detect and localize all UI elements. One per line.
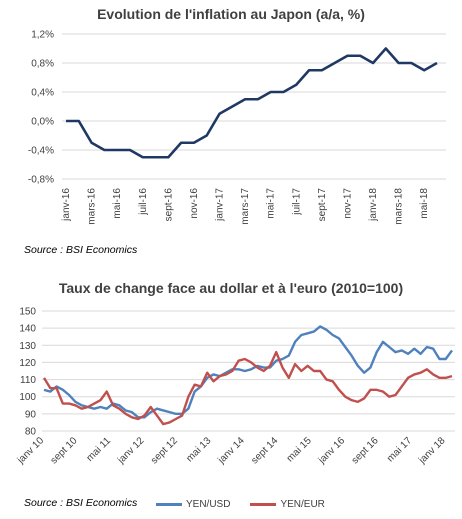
legend-swatch-eur — [250, 503, 277, 506]
x-tick-label: mai-16 — [112, 188, 123, 219]
x-tick-label: sept-17 — [317, 188, 328, 222]
exchange-rate-chart-title: Taux de change face au dollar et à l'eur… — [58, 280, 404, 296]
x-tick-label: mars-16 — [87, 188, 98, 225]
y-tick-label: 150 — [19, 307, 36, 318]
x-tick-label: janv 12 — [115, 435, 147, 467]
y-tick-label: 0,8% — [31, 59, 54, 70]
y-tick-label: 120 — [19, 358, 36, 369]
exchange-rate-legend: YEN/USD YEN/EUR — [156, 499, 325, 510]
y-tick-label: 90 — [25, 409, 37, 420]
x-tick-label: nov-17 — [342, 188, 353, 219]
x-tick-label: janv 10 — [15, 435, 47, 467]
x-tick-label: sept-16 — [163, 188, 174, 222]
x-tick-label: mars-17 — [240, 188, 251, 225]
x-tick-label: mars-18 — [394, 188, 405, 225]
y-tick-label: -0,8% — [28, 175, 54, 186]
x-tick-label: janv-18 — [368, 188, 379, 222]
yen-usd-line — [43, 325, 453, 419]
x-tick-label: sept 12 — [149, 435, 180, 466]
x-tick-label: janv 16 — [316, 435, 348, 467]
x-tick-label: mai 15 — [285, 435, 314, 464]
y-tick-label: 80 — [25, 427, 37, 438]
x-tick-label: janv 14 — [216, 435, 248, 467]
legend-label-eur: YEN/EUR — [280, 499, 325, 510]
x-tick-label: mai 11 — [85, 435, 114, 464]
y-tick-label: 110 — [20, 375, 36, 386]
y-tick-label: 0,0% — [31, 117, 54, 128]
y-tick-label: -0,4% — [28, 146, 54, 157]
x-tick-label: sept 14 — [249, 435, 280, 466]
x-tick-label: juil-17 — [291, 188, 302, 216]
inflation-chart-source: Source : BSI Economics — [24, 244, 138, 256]
x-tick-label: mai 13 — [184, 435, 213, 464]
y-tick-label: 1,2% — [31, 30, 54, 41]
y-tick-label: 100 — [19, 392, 36, 403]
y-tick-label: 0,4% — [31, 88, 54, 99]
y-tick-label: 130 — [19, 341, 36, 352]
x-tick-label: nov-16 — [189, 188, 200, 219]
x-tick-label: juil-16 — [138, 188, 149, 216]
x-tick-label: janv-16 — [61, 188, 72, 222]
legend-swatch-usd — [156, 503, 182, 506]
exchange-rate-chart-source: Source : BSI Economics — [24, 497, 138, 509]
legend-item-eur: YEN/EUR — [250, 499, 325, 510]
yen-eur-line — [42, 350, 453, 426]
inflation-chart-title: Evolution de l'inflation au Japon (a/a, … — [97, 6, 365, 22]
inflation-line — [66, 47, 438, 159]
legend-label-usd: YEN/USD — [186, 499, 231, 510]
inflation-chart: 1,2% 0,8% 0,4% 0,0% -0,4% -0,8% janv-16 mars-16… — [28, 30, 446, 225]
y-tick-label: 140 — [19, 324, 36, 335]
legend-item-usd: YEN/USD — [156, 499, 230, 510]
x-tick-label: janv-17 — [215, 188, 226, 222]
x-tick-label: janv 18 — [416, 435, 448, 467]
x-tick-label: mai-17 — [266, 188, 277, 219]
x-tick-label: mai-18 — [419, 188, 430, 219]
x-tick-label: sept 10 — [49, 435, 80, 466]
x-tick-label: sept 16 — [350, 435, 381, 466]
x-tick-label: mai 17 — [385, 435, 414, 464]
